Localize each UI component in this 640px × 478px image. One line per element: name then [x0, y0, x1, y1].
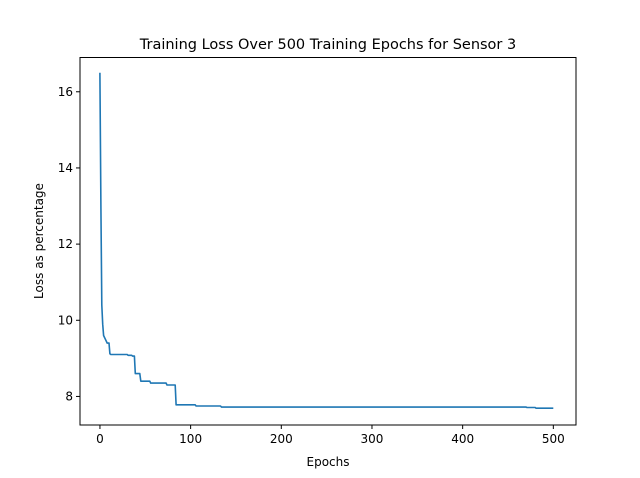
y-tick-label: 12 [58, 237, 73, 251]
x-tick-label: 100 [179, 432, 202, 446]
plot-area [99, 72, 554, 409]
x-tick-label: 200 [270, 432, 293, 446]
y-axis-label: Loss as percentage [32, 183, 46, 299]
x-tick-label: 500 [542, 432, 565, 446]
series-line-1 [99, 72, 554, 409]
x-axis: 0 100 200 300 400 500 [96, 425, 565, 446]
x-tick-label: 400 [451, 432, 474, 446]
chart-title: Training Loss Over 500 Training Epochs f… [139, 37, 516, 53]
axes-frame [79, 57, 577, 426]
y-tick-label: 10 [58, 313, 73, 327]
x-tick-label: 300 [361, 432, 384, 446]
y-tick-label: 16 [58, 85, 73, 99]
x-tick-label: 0 [96, 432, 104, 446]
y-axis: 8 10 12 14 16 [58, 85, 80, 403]
y-tick-label: 14 [58, 161, 73, 175]
x-axis-label: Epochs [307, 455, 350, 469]
y-tick-label: 8 [65, 389, 73, 403]
